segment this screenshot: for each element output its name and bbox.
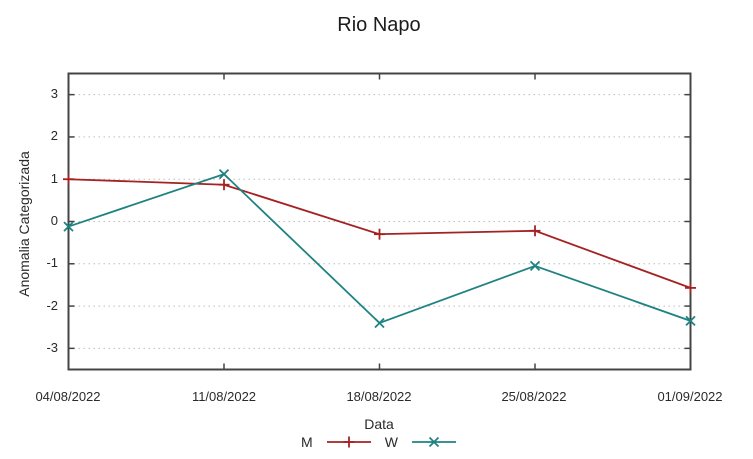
y-tick-label: 3 [50, 86, 58, 101]
x-tick-label: 04/08/2022 [35, 389, 101, 404]
y-tick-label: 1 [50, 171, 58, 186]
legend: M W [68, 434, 690, 450]
y-tick-label: -1 [46, 255, 58, 270]
legend-item-m: M [301, 434, 372, 450]
y-tick-label: 0 [50, 213, 58, 228]
x-tick-label: 18/08/2022 [346, 389, 412, 404]
x-tick-label: 01/09/2022 [657, 389, 723, 404]
legend-cross-line-icon [411, 435, 457, 449]
y-tick-label: -3 [46, 340, 58, 355]
series-W [63, 169, 696, 329]
y-tick-label: -2 [46, 298, 58, 313]
axis-ticks [67, 73, 692, 370]
series-M [63, 173, 696, 294]
gridlines [68, 94, 691, 349]
x-tick-label: 25/08/2022 [501, 389, 567, 404]
x-axis-label: Data [364, 416, 394, 432]
legend-item-w: W [385, 434, 457, 450]
legend-plus-line-icon [326, 435, 372, 449]
legend-label-w: W [384, 434, 398, 450]
legend-label-m: M [301, 434, 313, 450]
x-tick-label: 11/08/2022 [191, 389, 257, 404]
y-tick-label: 2 [50, 128, 58, 143]
chart-title: Rio Napo [337, 14, 421, 36]
